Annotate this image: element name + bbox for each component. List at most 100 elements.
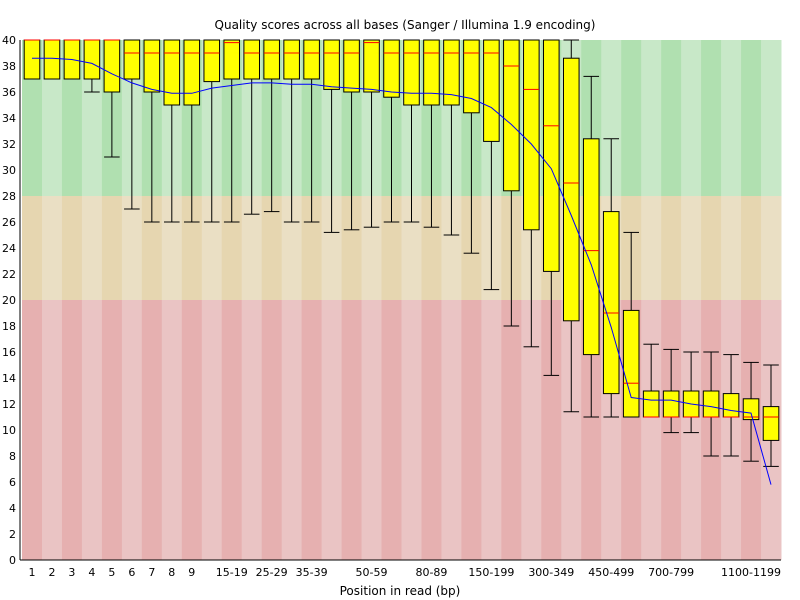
box-100-149 bbox=[463, 39, 480, 254]
zone-poor-stripe bbox=[181, 300, 203, 560]
zone-poor-stripe bbox=[161, 300, 183, 560]
x-tick-label: 35-39 bbox=[296, 566, 328, 579]
box-1 bbox=[23, 39, 41, 80]
box-10-14 bbox=[203, 39, 221, 223]
zone-good-stripe bbox=[601, 40, 622, 196]
box-200-249 bbox=[503, 39, 520, 327]
y-tick-label: 38 bbox=[2, 60, 16, 73]
y-tick-label: 6 bbox=[9, 476, 16, 489]
zone-reasonable-stripe bbox=[761, 196, 782, 300]
zone-poor-stripe bbox=[101, 300, 123, 560]
box-350-399 bbox=[562, 39, 580, 413]
iqr-box bbox=[642, 390, 660, 418]
zone-poor-stripe bbox=[561, 300, 582, 560]
zone-poor-stripe bbox=[461, 300, 482, 560]
zone-poor-stripe bbox=[501, 300, 522, 560]
iqr-box bbox=[662, 390, 680, 418]
x-tick-label: 6 bbox=[128, 566, 135, 579]
zone-poor-stripe bbox=[221, 300, 243, 560]
box-series bbox=[23, 39, 780, 467]
iqr-box bbox=[702, 390, 720, 418]
y-tick-label: 16 bbox=[2, 346, 16, 359]
y-tick-label: 14 bbox=[2, 372, 16, 385]
zone-poor-stripe bbox=[521, 300, 542, 560]
x-tick-label: 700-799 bbox=[648, 566, 694, 579]
zone-poor-stripe bbox=[421, 300, 442, 560]
box-20-24 bbox=[243, 39, 260, 215]
zone-reasonable-stripe bbox=[41, 196, 63, 300]
box-4 bbox=[83, 39, 101, 93]
iqr-box bbox=[163, 39, 181, 106]
zone-reasonable-stripe bbox=[701, 196, 722, 300]
iqr-box bbox=[383, 39, 400, 98]
box-7 bbox=[143, 39, 161, 223]
box-300-349 bbox=[543, 39, 560, 376]
zone-good-stripe bbox=[661, 40, 682, 196]
zone-poor-stripe bbox=[481, 300, 502, 560]
x-axis-label: Position in read (bp) bbox=[340, 584, 461, 598]
zone-good-stripe bbox=[761, 40, 782, 196]
zone-reasonable-stripe bbox=[341, 196, 363, 300]
box-15-19 bbox=[223, 39, 241, 223]
chart-axes bbox=[19, 40, 781, 561]
box-2 bbox=[43, 39, 61, 80]
zone-good-stripe bbox=[741, 40, 762, 196]
iqr-box bbox=[602, 211, 620, 395]
y-tick-label: 34 bbox=[2, 112, 16, 125]
y-tick-label: 12 bbox=[2, 398, 16, 411]
zone-poor-stripe bbox=[81, 300, 103, 560]
box-5 bbox=[103, 39, 121, 158]
y-tick-label: 24 bbox=[2, 242, 16, 255]
zone-good-stripe bbox=[721, 40, 742, 196]
y-tick-label: 18 bbox=[2, 320, 16, 333]
zone-poor-stripe bbox=[201, 300, 223, 560]
iqr-box bbox=[43, 39, 61, 80]
y-tick-label: 36 bbox=[2, 86, 16, 99]
y-tick-label: 32 bbox=[2, 138, 16, 151]
x-tick-label: 9 bbox=[188, 566, 195, 579]
zone-poor-stripe bbox=[541, 300, 562, 560]
x-tick-label: 50-59 bbox=[356, 566, 388, 579]
iqr-box bbox=[263, 39, 280, 80]
x-tick-label: 4 bbox=[88, 566, 95, 579]
zone-reasonable-stripe bbox=[441, 196, 462, 300]
box-700-799 bbox=[662, 348, 680, 434]
iqr-box bbox=[443, 39, 460, 106]
zone-poor-stripe bbox=[401, 300, 422, 560]
zone-reasonable-stripe bbox=[121, 196, 143, 300]
zone-poor-stripe bbox=[641, 300, 662, 560]
iqr-box bbox=[183, 39, 201, 106]
y-tick-label: 2 bbox=[9, 528, 16, 541]
box-45-49 bbox=[343, 39, 360, 231]
x-tick-label: 450-499 bbox=[588, 566, 634, 579]
mean-series bbox=[32, 57, 772, 485]
iqr-box bbox=[283, 39, 300, 80]
iqr-box bbox=[582, 138, 600, 356]
y-tick-label: 20 bbox=[2, 294, 16, 307]
iqr-box bbox=[223, 39, 241, 80]
y-tick-label: 10 bbox=[2, 424, 16, 437]
zone-reasonable-stripe bbox=[361, 196, 383, 300]
iqr-box bbox=[483, 39, 500, 142]
box-35-39 bbox=[303, 39, 320, 223]
zone-reasonable-stripe bbox=[321, 196, 343, 300]
zone-reasonable-stripe bbox=[81, 196, 103, 300]
x-tick-label: 25-29 bbox=[256, 566, 288, 579]
zone-good-stripe bbox=[681, 40, 702, 196]
iqr-box bbox=[303, 39, 320, 80]
zone-reasonable-stripe bbox=[741, 196, 762, 300]
iqr-box bbox=[742, 398, 760, 421]
box-1100-1199 bbox=[742, 361, 760, 462]
iqr-box bbox=[203, 39, 221, 83]
iqr-box bbox=[83, 39, 101, 80]
iqr-box bbox=[103, 39, 121, 93]
box-25-29 bbox=[263, 39, 280, 213]
box-80-89 bbox=[423, 39, 440, 228]
zone-reasonable-stripe bbox=[721, 196, 742, 300]
zone-poor-stripe bbox=[261, 300, 283, 560]
iqr-box bbox=[423, 39, 440, 106]
iqr-box bbox=[762, 406, 780, 441]
zone-reasonable-stripe bbox=[22, 196, 43, 300]
